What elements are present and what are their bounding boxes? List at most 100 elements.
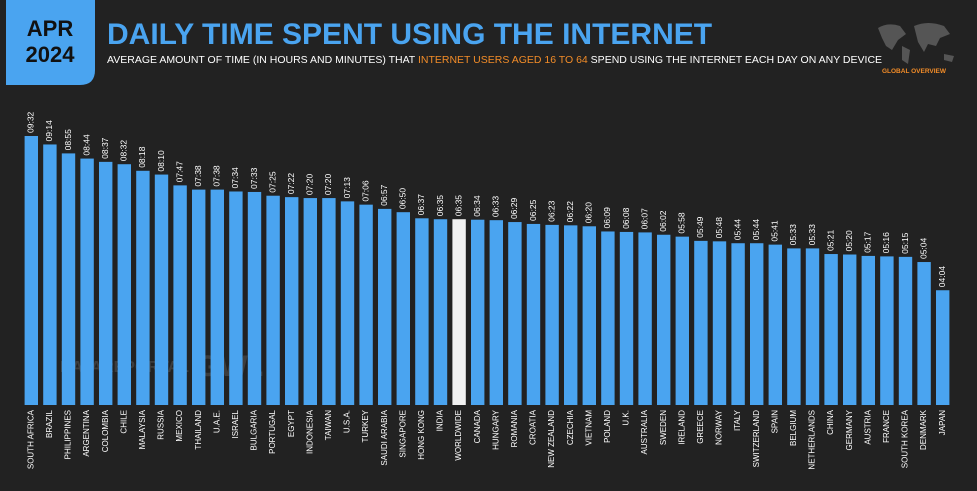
value-label: 08:55 bbox=[63, 129, 73, 151]
bar bbox=[545, 224, 559, 405]
value-label: 07:47 bbox=[174, 161, 184, 183]
x-tick-label: GERMANY bbox=[845, 409, 854, 450]
x-tick-label: BELGIUM bbox=[789, 410, 798, 446]
bar bbox=[192, 189, 206, 405]
badge-year: 2024 bbox=[26, 42, 76, 67]
x-tick-label: NEW ZEALAND bbox=[547, 410, 556, 468]
bar bbox=[712, 241, 727, 405]
value-label: 06:34 bbox=[472, 195, 482, 217]
value-label: 06:02 bbox=[658, 210, 668, 232]
value-label: 06:07 bbox=[639, 208, 649, 230]
x-tick-label: AUSTRALIA bbox=[640, 409, 649, 454]
value-label: 09:14 bbox=[44, 120, 54, 142]
value-label: 07:13 bbox=[342, 177, 352, 199]
x-tick-label: PORTUGAL bbox=[268, 409, 277, 453]
bar bbox=[117, 164, 131, 405]
value-label: 08:32 bbox=[119, 140, 129, 162]
value-label: 08:18 bbox=[137, 146, 147, 168]
bar bbox=[452, 219, 466, 405]
bar bbox=[880, 256, 894, 405]
bar bbox=[173, 185, 187, 405]
value-label: 05:04 bbox=[918, 237, 928, 259]
bar bbox=[322, 198, 336, 405]
chart-title: DAILY TIME SPENT USING THE INTERNET bbox=[107, 18, 712, 51]
bar bbox=[340, 201, 355, 405]
value-label: 06:37 bbox=[416, 194, 426, 216]
value-label: 05:33 bbox=[807, 224, 817, 246]
value-label: 08:37 bbox=[100, 137, 110, 159]
bar bbox=[378, 208, 392, 405]
x-tick-label: ISRAEL bbox=[231, 409, 240, 438]
value-label: 04:04 bbox=[937, 266, 947, 288]
x-tick-label: U.K. bbox=[622, 410, 631, 426]
bar bbox=[303, 198, 317, 405]
bar bbox=[750, 243, 764, 405]
x-tick-label: AUSTRIA bbox=[863, 409, 872, 444]
bar bbox=[582, 226, 596, 405]
bar bbox=[61, 153, 76, 405]
bar bbox=[861, 255, 875, 405]
x-tick-label: SPAIN bbox=[770, 410, 779, 434]
value-label: 06:35 bbox=[453, 195, 463, 217]
bar bbox=[285, 197, 299, 405]
x-tick-label: BRAZIL bbox=[45, 409, 54, 438]
value-label: 08:10 bbox=[156, 150, 166, 172]
x-tick-label: PHILIPPINES bbox=[64, 410, 73, 459]
value-label: 05:21 bbox=[825, 229, 835, 251]
section-label: GLOBAL OVERVIEW bbox=[882, 68, 947, 75]
x-tick-label: NETHERLANDS bbox=[808, 410, 817, 470]
x-tick-label: CHINA bbox=[826, 409, 835, 435]
bar bbox=[638, 232, 652, 405]
value-label: 07:38 bbox=[193, 165, 203, 187]
bar bbox=[601, 231, 615, 405]
value-label: 06:50 bbox=[398, 188, 408, 210]
x-tick-label: SOUTH KOREA bbox=[901, 409, 910, 468]
bar bbox=[154, 174, 169, 405]
x-tick-label: ITALY bbox=[733, 409, 742, 431]
bar bbox=[136, 170, 150, 405]
value-label: 06:25 bbox=[528, 199, 538, 221]
x-tick-label: CHILE bbox=[119, 410, 128, 434]
bar bbox=[731, 243, 745, 405]
value-label: 07:25 bbox=[267, 171, 277, 193]
x-tick-label: FRANCE bbox=[882, 410, 891, 443]
value-label: 05:33 bbox=[788, 224, 798, 246]
value-label: 05:58 bbox=[677, 212, 687, 234]
value-label: 06:57 bbox=[379, 184, 389, 206]
bar bbox=[471, 219, 485, 405]
value-label: 05:15 bbox=[900, 232, 910, 254]
bar bbox=[80, 158, 94, 405]
bar bbox=[99, 161, 113, 405]
value-label: 06:09 bbox=[602, 207, 612, 229]
bar bbox=[43, 144, 57, 406]
subtitle: AVERAGE AMOUNT OF TIME (IN HOURS AND MIN… bbox=[107, 54, 882, 66]
value-label: 05:17 bbox=[863, 231, 873, 253]
x-tick-label: JAPAN bbox=[938, 410, 947, 435]
x-tick-label: GREECE bbox=[696, 410, 705, 444]
x-tick-label: MALAYSIA bbox=[138, 409, 147, 449]
x-tick-label: ARGENTINA bbox=[82, 409, 91, 456]
x-tick-label: BULGARIA bbox=[250, 409, 259, 450]
date-badge bbox=[6, 0, 95, 85]
x-tick-label: THAILAND bbox=[194, 410, 203, 450]
x-tick-label: NORWAY bbox=[715, 409, 724, 445]
x-tick-label: HONG KONG bbox=[417, 410, 426, 460]
x-tick-label: U.A.E. bbox=[212, 410, 221, 433]
x-tick-label: COLOMBIA bbox=[101, 409, 110, 452]
bar bbox=[489, 220, 503, 405]
bar bbox=[824, 254, 838, 405]
bar bbox=[359, 204, 373, 405]
value-label: 06:35 bbox=[435, 195, 445, 217]
value-label: 07:34 bbox=[230, 167, 240, 189]
x-tick-label: CROATIA bbox=[529, 409, 538, 445]
bar bbox=[415, 218, 429, 405]
bar bbox=[898, 256, 913, 405]
bar bbox=[564, 225, 578, 405]
x-tick-label: DENMARK bbox=[919, 409, 928, 450]
x-tick-label: INDONESIA bbox=[305, 409, 314, 454]
value-label: 05:16 bbox=[881, 232, 891, 254]
value-label: 09:32 bbox=[26, 111, 36, 133]
bar bbox=[675, 236, 689, 405]
x-tick-label: VIETNAM bbox=[584, 410, 593, 446]
